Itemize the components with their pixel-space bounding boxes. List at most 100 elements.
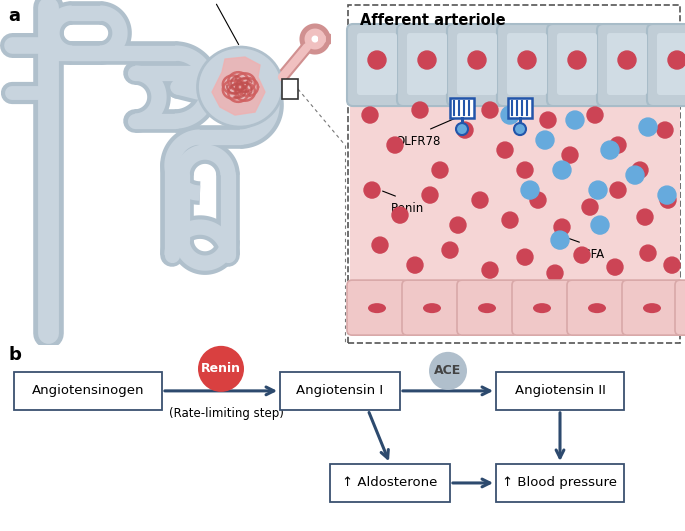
Circle shape [553, 161, 571, 179]
Text: ↑ Aldosterone: ↑ Aldosterone [342, 476, 438, 490]
FancyBboxPatch shape [447, 24, 507, 106]
FancyBboxPatch shape [397, 24, 457, 106]
Circle shape [589, 181, 607, 199]
FancyBboxPatch shape [14, 372, 162, 410]
FancyBboxPatch shape [567, 280, 628, 335]
Circle shape [392, 207, 408, 223]
Text: OLFR78: OLFR78 [395, 135, 440, 148]
Circle shape [536, 131, 554, 149]
Circle shape [601, 141, 619, 159]
Circle shape [518, 51, 536, 69]
Circle shape [640, 245, 656, 261]
Circle shape [42, 327, 54, 339]
Ellipse shape [533, 303, 551, 313]
Circle shape [362, 107, 378, 123]
Bar [282, 79, 298, 99]
Circle shape [429, 352, 467, 390]
Bar [350, 100, 680, 285]
FancyBboxPatch shape [622, 280, 683, 335]
FancyBboxPatch shape [330, 464, 450, 502]
FancyBboxPatch shape [507, 33, 547, 95]
Circle shape [472, 192, 488, 208]
Text: Renin: Renin [391, 202, 425, 215]
FancyBboxPatch shape [280, 372, 400, 410]
Text: SCFA: SCFA [575, 248, 605, 261]
FancyBboxPatch shape [512, 280, 573, 335]
FancyBboxPatch shape [402, 280, 463, 335]
FancyBboxPatch shape [657, 33, 685, 95]
Circle shape [407, 257, 423, 273]
Circle shape [497, 142, 513, 158]
Circle shape [639, 118, 657, 136]
Circle shape [517, 249, 533, 265]
FancyBboxPatch shape [450, 98, 474, 118]
Circle shape [418, 51, 436, 69]
Circle shape [364, 182, 380, 198]
Text: (Rate-limiting step): (Rate-limiting step) [169, 407, 284, 421]
Circle shape [547, 265, 563, 281]
Circle shape [551, 231, 569, 249]
FancyBboxPatch shape [547, 24, 607, 106]
Circle shape [501, 106, 519, 124]
Circle shape [502, 212, 518, 228]
Circle shape [468, 51, 486, 69]
Circle shape [568, 51, 586, 69]
Circle shape [657, 122, 673, 138]
Circle shape [482, 262, 498, 278]
Circle shape [372, 237, 388, 253]
Ellipse shape [643, 303, 661, 313]
Text: ↑ Blood pressure: ↑ Blood pressure [503, 476, 617, 490]
Circle shape [562, 147, 578, 163]
Text: Renin: Renin [201, 362, 241, 375]
Text: Angiotensin I: Angiotensin I [297, 384, 384, 397]
FancyBboxPatch shape [457, 33, 497, 95]
Text: Afferent arteriole: Afferent arteriole [360, 13, 506, 28]
Circle shape [387, 137, 403, 153]
Circle shape [664, 257, 680, 273]
Circle shape [517, 162, 533, 178]
Circle shape [658, 186, 676, 204]
Circle shape [607, 259, 623, 275]
Circle shape [482, 102, 498, 118]
FancyBboxPatch shape [347, 280, 408, 335]
Circle shape [456, 123, 468, 135]
Circle shape [632, 162, 648, 178]
Circle shape [540, 112, 556, 128]
FancyBboxPatch shape [407, 33, 447, 95]
Ellipse shape [368, 303, 386, 313]
Ellipse shape [478, 303, 496, 313]
Bar [348, 5, 680, 343]
Circle shape [668, 51, 685, 69]
Circle shape [566, 111, 584, 129]
FancyBboxPatch shape [557, 33, 597, 95]
FancyBboxPatch shape [607, 33, 647, 95]
Ellipse shape [588, 303, 606, 313]
Circle shape [637, 209, 653, 225]
FancyBboxPatch shape [647, 24, 685, 106]
Ellipse shape [423, 303, 441, 313]
FancyBboxPatch shape [357, 33, 397, 95]
Circle shape [587, 107, 603, 123]
Circle shape [457, 122, 473, 138]
Text: Bowman’s capsule: Bowman’s capsule [151, 0, 269, 45]
Circle shape [198, 346, 244, 392]
Circle shape [521, 181, 539, 199]
FancyBboxPatch shape [457, 280, 518, 335]
Circle shape [582, 199, 598, 215]
Circle shape [422, 187, 438, 203]
Ellipse shape [197, 47, 282, 127]
FancyBboxPatch shape [497, 24, 557, 106]
Text: b: b [8, 346, 21, 364]
Circle shape [610, 137, 626, 153]
Circle shape [610, 182, 626, 198]
FancyBboxPatch shape [496, 464, 624, 502]
Circle shape [618, 51, 636, 69]
Text: a: a [8, 7, 20, 25]
Text: ACE: ACE [434, 364, 462, 378]
Circle shape [442, 242, 458, 258]
Circle shape [514, 123, 526, 135]
Text: Angiotensin II: Angiotensin II [514, 384, 606, 397]
FancyBboxPatch shape [347, 24, 407, 106]
Circle shape [432, 162, 448, 178]
Circle shape [554, 219, 570, 235]
